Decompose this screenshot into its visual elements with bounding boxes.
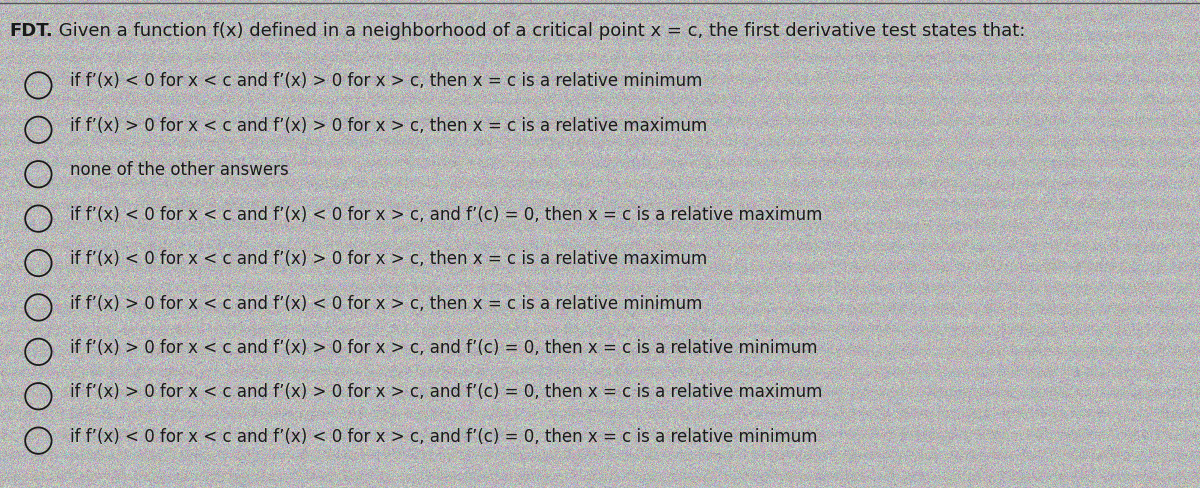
Text: if f’(x) > 0 for x < c and f’(x) < 0 for x > c, then x = c is a relative minimum: if f’(x) > 0 for x < c and f’(x) < 0 for… [70,295,702,312]
Text: if f’(x) > 0 for x < c and f’(x) > 0 for x > c, then x = c is a relative maximum: if f’(x) > 0 for x < c and f’(x) > 0 for… [70,117,707,135]
Text: if f’(x) < 0 for x < c and f’(x) > 0 for x > c, then x = c is a relative maximum: if f’(x) < 0 for x < c and f’(x) > 0 for… [70,250,707,268]
Text: if f’(x) < 0 for x < c and f’(x) < 0 for x > c, and f’(c) = 0, then x = c is a r: if f’(x) < 0 for x < c and f’(x) < 0 for… [70,206,822,224]
Text: if f’(x) < 0 for x < c and f’(x) > 0 for x > c, then x = c is a relative minimum: if f’(x) < 0 for x < c and f’(x) > 0 for… [70,73,702,90]
Text: if f’(x) > 0 for x < c and f’(x) > 0 for x > c, and f’(c) = 0, then x = c is a r: if f’(x) > 0 for x < c and f’(x) > 0 for… [70,384,822,401]
Text: FDT.: FDT. [10,22,53,40]
Text: if f’(x) < 0 for x < c and f’(x) < 0 for x > c, and f’(c) = 0, then x = c is a r: if f’(x) < 0 for x < c and f’(x) < 0 for… [70,428,817,446]
Text: Given a function f(x) defined in a neighborhood of a critical point x = c, the f: Given a function f(x) defined in a neigh… [53,22,1025,40]
Text: if f’(x) > 0 for x < c and f’(x) > 0 for x > c, and f’(c) = 0, then x = c is a r: if f’(x) > 0 for x < c and f’(x) > 0 for… [70,339,817,357]
Text: none of the other answers: none of the other answers [70,162,288,179]
